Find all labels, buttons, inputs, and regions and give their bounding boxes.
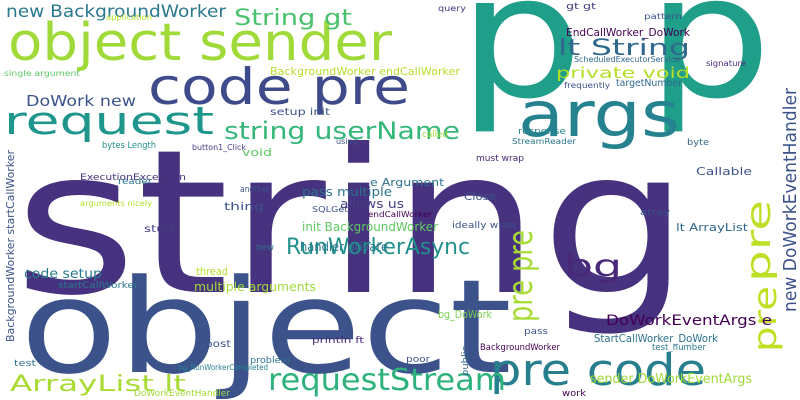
word: reader xyxy=(118,177,152,187)
word: array xyxy=(640,208,671,218)
word: ideally write xyxy=(452,221,517,231)
word: lt String xyxy=(558,36,690,61)
word: ArrayList lt xyxy=(10,372,187,397)
word: test xyxy=(14,359,37,369)
word: ScheduledExecutorService xyxy=(574,55,680,64)
word: new xyxy=(256,243,274,253)
word: pattern xyxy=(644,12,682,21)
word: code setup xyxy=(24,267,102,282)
word: response xyxy=(518,127,567,137)
word: void xyxy=(242,146,272,159)
word: arguments nicely xyxy=(80,199,152,208)
word: pass multiple xyxy=(302,185,392,199)
word: println ft xyxy=(312,336,365,346)
word: BackgroundWorker endCallWorker xyxy=(270,65,460,78)
word: query xyxy=(438,4,466,13)
word: must wrap xyxy=(476,154,524,164)
word: EndCallWorker_DoWork xyxy=(566,26,691,39)
word: String gt xyxy=(234,6,352,31)
word: gt gt xyxy=(566,2,597,12)
word: bytes Length xyxy=(102,141,156,151)
word: pass xyxy=(524,327,548,337)
word: string xyxy=(14,107,690,340)
word: single argument xyxy=(4,69,80,78)
word: byte xyxy=(687,138,710,148)
word: using xyxy=(336,137,358,146)
word: stuff xyxy=(144,224,175,235)
word: allows us xyxy=(340,197,404,211)
word: SQLGet xyxy=(312,205,348,214)
word: p p xyxy=(458,0,772,137)
word: post xyxy=(205,339,231,350)
word: DoWorkEventArgs e xyxy=(606,313,772,329)
word: ExecutionException xyxy=(80,173,186,183)
word: another xyxy=(240,185,270,195)
word: frequently xyxy=(564,81,610,90)
word: request xyxy=(4,99,214,143)
word: string userName xyxy=(224,117,460,145)
word: endCallWorker xyxy=(368,210,433,219)
word: setup init xyxy=(270,107,330,118)
word: thing xyxy=(224,200,264,213)
word: pre xyxy=(746,286,784,352)
word: code pre xyxy=(148,58,410,116)
word: signature xyxy=(706,59,746,68)
word: object sender xyxy=(8,13,393,73)
word: bg_RunWorkerCompleted xyxy=(178,363,268,372)
word: requestStream xyxy=(268,363,506,398)
word: test_number xyxy=(652,343,706,353)
word: problem xyxy=(250,356,290,366)
word: thread xyxy=(196,265,228,278)
word: application xyxy=(106,13,152,22)
word: BackgroundWorker startCallWorker xyxy=(4,150,17,342)
word: button1_Click xyxy=(192,143,246,152)
word: pre xyxy=(739,200,779,282)
word: init BackgroundWorker xyxy=(302,220,438,234)
word: object xyxy=(20,251,512,400)
word: Close xyxy=(464,190,496,203)
word: multiple arguments xyxy=(194,280,316,294)
word: args xyxy=(518,78,680,151)
word: startCallWorker xyxy=(58,281,138,291)
word: bg_DoWork xyxy=(438,308,493,321)
word: handler private xyxy=(300,240,388,254)
word: StreamReader xyxy=(512,137,577,146)
word: work xyxy=(562,389,587,399)
word: pre code xyxy=(490,345,706,396)
word: lt ArrayList xyxy=(676,221,749,234)
word: private void xyxy=(556,64,690,82)
word: new BackgroundWorker xyxy=(6,2,226,22)
word: bg xyxy=(564,249,622,284)
word: e Argument xyxy=(370,176,445,189)
word: DoWork new xyxy=(26,92,136,110)
word: poor xyxy=(406,355,430,365)
word: public xyxy=(461,346,471,376)
word: StartCallWorker_DoWork xyxy=(594,332,719,345)
word: pre pre xyxy=(501,230,541,322)
word: new DoWorkEventHandler xyxy=(780,87,800,312)
word: Callable xyxy=(696,165,752,178)
word: called xyxy=(422,130,448,140)
word: BackgroundWorker xyxy=(480,343,560,353)
word: RunWorkerAsync xyxy=(286,235,470,260)
word: sender DoWorkEventArgs xyxy=(590,372,752,387)
word: targetNumber xyxy=(616,78,683,89)
word: DoWorkEventHandler xyxy=(134,389,230,399)
